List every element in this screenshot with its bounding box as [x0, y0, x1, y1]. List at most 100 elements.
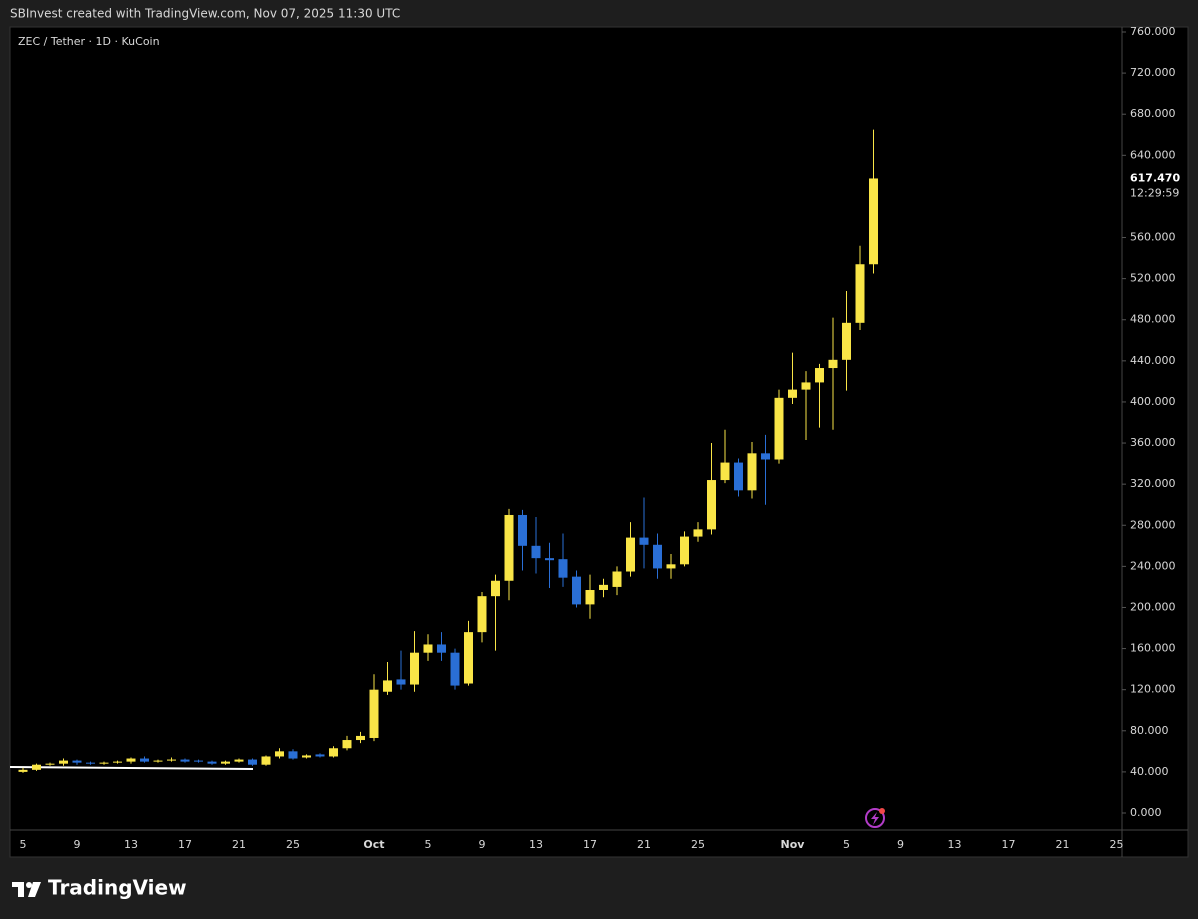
candle-body [315, 754, 325, 757]
candle-body [855, 264, 865, 323]
y-tick-label: 320.000 [1130, 477, 1176, 490]
candle-body [248, 759, 257, 765]
chart-pane [9, 26, 1189, 858]
x-tick-label: 25 [691, 838, 705, 851]
candle-body [410, 652, 419, 685]
y-tick-label: 480.000 [1130, 313, 1176, 326]
candle-body [99, 762, 109, 764]
x-tick-label: 17 [1002, 838, 1016, 851]
x-tick-label: 9 [479, 838, 486, 851]
y-tick-label: 80.000 [1130, 724, 1169, 737]
candle-body [126, 758, 136, 762]
candle-body [356, 735, 365, 741]
x-tick-label: 25 [1110, 838, 1124, 851]
last-price-label: 617.470 [1130, 171, 1180, 184]
candle-body [450, 652, 460, 686]
candle-body [261, 756, 271, 765]
y-tick-label: 0.000 [1130, 806, 1162, 819]
candle-body [18, 769, 28, 772]
x-tick-label: 9 [74, 838, 81, 851]
header: SBInvest created with TradingView.com, N… [10, 7, 400, 21]
candle-body [140, 758, 149, 762]
x-tick-label: 17 [178, 838, 192, 851]
x-tick-label: 13 [124, 838, 138, 851]
logo: TradingView [48, 876, 187, 900]
candle-body [86, 762, 95, 764]
candle-body [180, 759, 190, 762]
candle-body [828, 359, 838, 369]
candle-body [531, 545, 541, 559]
candle-body [518, 514, 527, 546]
candle-body [720, 462, 730, 481]
candle-body [626, 537, 635, 572]
y-tick-label: 640.000 [1130, 148, 1176, 161]
candle-body [680, 536, 689, 565]
candle-body [842, 322, 851, 360]
candle-body [653, 544, 662, 569]
candle-body [437, 644, 446, 653]
candle-body [477, 596, 487, 633]
candle-body [234, 759, 244, 762]
candle-body [113, 761, 122, 763]
x-tick-label: 9 [897, 838, 904, 851]
candle-body [707, 480, 716, 530]
y-tick-label: 400.000 [1130, 395, 1176, 408]
candle-body [869, 178, 878, 265]
x-tick-label: 21 [637, 838, 651, 851]
y-tick-label: 40.000 [1130, 765, 1169, 778]
candle-body [342, 740, 352, 749]
y-tick-label: 440.000 [1130, 354, 1176, 367]
candle-body [464, 632, 473, 684]
y-tick-label: 680.000 [1130, 107, 1176, 120]
candle-body [369, 689, 379, 738]
trend-line [9, 766, 254, 770]
candle-body [585, 590, 595, 605]
y-tick-label: 360.000 [1130, 436, 1176, 449]
candle-body [734, 462, 743, 491]
chart-title: ZEC / Tether · 1D · KuCoin [18, 35, 160, 48]
y-tick-label: 560.000 [1130, 231, 1176, 244]
x-tick-label: 25 [286, 838, 300, 851]
y-tick-label: 280.000 [1130, 518, 1176, 531]
candle-body [45, 763, 55, 765]
candle-body [72, 760, 82, 763]
candle-body [396, 679, 406, 685]
candle-body [153, 760, 163, 762]
candle-body [207, 761, 217, 764]
alert-icon [865, 808, 885, 828]
x-tick-label: 5 [20, 838, 27, 851]
candle-body [801, 382, 811, 390]
x-tick-label: 17 [583, 838, 597, 851]
x-tick-label: 21 [232, 838, 246, 851]
candle-body [59, 760, 68, 764]
candle-body [599, 584, 608, 591]
candle-body [288, 751, 298, 759]
x-tick-label: 13 [948, 838, 962, 851]
y-tick-label: 160.000 [1130, 642, 1176, 655]
x-tick-label: 21 [1056, 838, 1070, 851]
candle-body [558, 559, 568, 578]
candle-body [491, 580, 500, 597]
candle-body [572, 576, 581, 605]
candle-body [504, 514, 514, 581]
candle-body [761, 453, 770, 460]
candle-body [302, 755, 311, 758]
y-tick-label: 200.000 [1130, 600, 1176, 613]
y-tick-label: 120.000 [1130, 683, 1176, 696]
candle-body [815, 368, 824, 383]
candle-body [423, 644, 433, 653]
y-tick-label: 720.000 [1130, 66, 1176, 79]
candle-body [221, 761, 230, 764]
candle-body [666, 564, 676, 569]
x-tick-label: 5 [425, 838, 432, 851]
candle-body [693, 529, 703, 537]
x-tick-label: Oct [363, 838, 384, 851]
candle-body [32, 764, 41, 770]
candle-body [167, 759, 176, 761]
y-tick-label: 240.000 [1130, 559, 1176, 572]
countdown: 12:29:59 [1130, 186, 1179, 199]
candle-body [612, 571, 622, 587]
candle-body [194, 760, 203, 762]
